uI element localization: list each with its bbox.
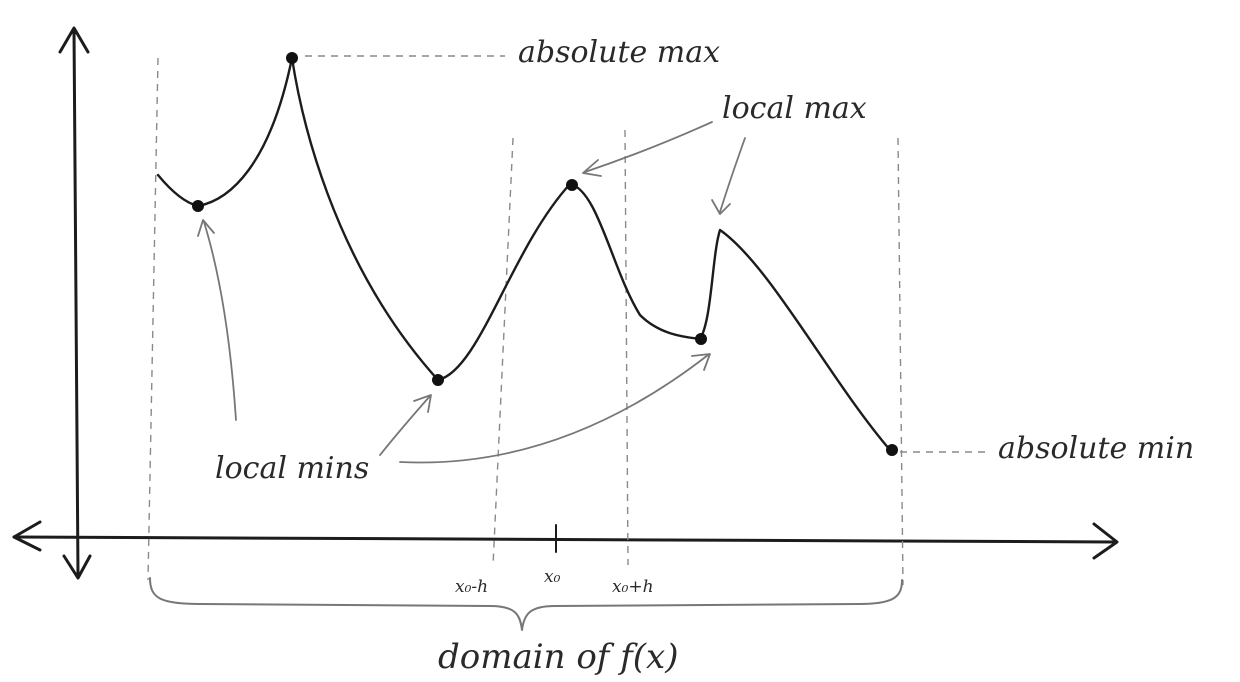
local-max-label: local max [722, 91, 867, 126]
absolute-max-label: absolute max [518, 35, 720, 70]
function-curve [156, 56, 892, 452]
local-mins-arrow-3 [399, 353, 711, 464]
local-max-arrow-2 [711, 137, 746, 215]
x0-label: x₀ [544, 567, 561, 587]
domain-brace [149, 577, 903, 631]
local-mins-arrow-2 [379, 394, 432, 456]
local-max-arrow-1 [582, 121, 713, 177]
x0-minus-h-label: x₀-h [455, 577, 488, 597]
y-axis [58, 26, 92, 580]
local-mins-label: local mins [215, 451, 369, 486]
x-axis [12, 520, 1119, 560]
x0-plus-h-label: x₀+h [612, 577, 654, 597]
local-min-point-1 [192, 200, 204, 212]
domain-left-guide [147, 57, 159, 581]
x0-minus-h-guide [492, 137, 514, 567]
local-min-point-3 [695, 333, 707, 345]
local-mins-arrow-1 [197, 219, 237, 421]
domain-label: domain of f(x) [438, 637, 678, 677]
absolute-min-point [886, 444, 898, 456]
absolute-min-label: absolute min [998, 431, 1194, 466]
absolute-max-point [286, 52, 298, 64]
domain-right-guide [897, 137, 904, 586]
local-max-point [566, 179, 578, 191]
x0-plus-h-guide [624, 129, 629, 566]
local-min-point-2 [432, 374, 444, 386]
